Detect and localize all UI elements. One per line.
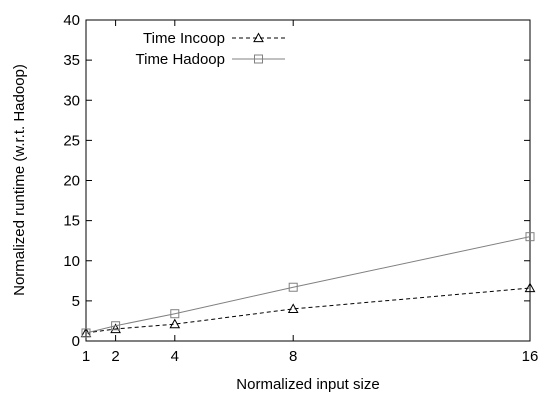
y-tick-label: 10 xyxy=(63,253,80,270)
legend-label-hadoop: Time Hadoop xyxy=(136,51,226,68)
x-tick-label: 1 xyxy=(82,348,90,365)
series-line-time-incoop xyxy=(85,287,531,334)
legend: Time Incoop Time Hadoop xyxy=(136,30,285,68)
x-tick-label: 2 xyxy=(111,348,119,365)
data-point-time-incoop xyxy=(287,303,299,313)
series-line-time-hadoop xyxy=(85,236,531,334)
data-point-time-incoop xyxy=(169,318,181,329)
x-tick-label: 4 xyxy=(171,348,179,365)
plot-frame xyxy=(85,19,531,342)
data-point-time-hadoop xyxy=(288,282,298,292)
data-point-time-hadoop xyxy=(170,309,180,319)
legend-label-incoop: Time Incoop xyxy=(143,30,225,47)
legend-marker-time-incoop xyxy=(253,32,264,43)
y-tick-label: 15 xyxy=(63,213,80,230)
series-group xyxy=(80,232,536,338)
data-point-time-hadoop xyxy=(525,232,535,242)
y-axis-label: Normalized runtime (w.r.t. Hadoop) xyxy=(11,64,28,296)
x-axis-label: Normalized input size xyxy=(236,376,379,393)
data-point-time-hadoop xyxy=(111,321,121,331)
y-tick-label: 5 xyxy=(72,293,80,310)
legend-sample-incoop xyxy=(232,32,285,43)
y-tick-label: 30 xyxy=(63,92,80,109)
x-tick-label: 16 xyxy=(522,348,539,365)
y-tick-label: 35 xyxy=(63,52,80,69)
data-point-time-incoop xyxy=(110,323,121,334)
y-tick-label: 40 xyxy=(63,12,80,29)
y-tick-label: 20 xyxy=(63,173,80,190)
x-tick-label: 8 xyxy=(289,348,297,365)
legend-sample-hadoop xyxy=(232,54,285,64)
y-tick-label: 0 xyxy=(72,333,80,350)
y-tick-label: 25 xyxy=(63,132,80,149)
data-point-time-hadoop xyxy=(81,328,91,338)
legend-marker-time-hadoop xyxy=(254,54,263,64)
axis-ticks: 0 5 10 15 20 25 30 35 40 1 2 4 8 16 xyxy=(63,12,538,365)
data-point-time-incoop xyxy=(524,282,536,293)
